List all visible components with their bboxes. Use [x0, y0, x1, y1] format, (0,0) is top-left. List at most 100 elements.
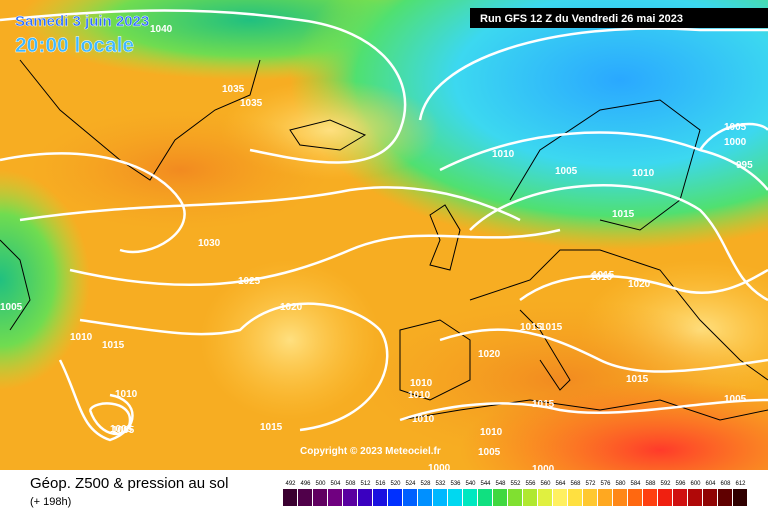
colorbar-label: 544 [480, 481, 491, 487]
colorbar-swatch [328, 489, 342, 506]
colorbar-label: 524 [405, 481, 416, 487]
isobar-label: 1005 [0, 302, 23, 313]
colorbar-swatch [523, 489, 537, 506]
colorbar-swatch [703, 489, 717, 506]
colorbar-label: 532 [435, 481, 446, 487]
isobar-label: 1040 [150, 24, 173, 35]
isobar-label: 1005 [555, 166, 578, 177]
isobar-label: 1010 [408, 390, 431, 401]
colorbar-label: 588 [645, 481, 656, 487]
colorbar-swatch [673, 489, 687, 506]
isobar-label: 1015 [540, 322, 563, 333]
copyright: Copyright © 2023 Meteociel.fr [300, 446, 441, 457]
isobar-label: 1015 [102, 340, 125, 351]
colorbar-swatch [448, 489, 462, 506]
colorbar-label: 592 [660, 481, 671, 487]
isobar-label: 1005 [112, 425, 135, 436]
colorbar-label: 612 [735, 481, 746, 487]
colorbar-swatch [403, 489, 417, 506]
colorbar-label: 508 [345, 481, 356, 487]
colorbar-label: 516 [375, 481, 386, 487]
colorbar-swatch [538, 489, 552, 506]
isobar-label: 1020 [628, 279, 651, 290]
colorbar-swatch [598, 489, 612, 506]
isobar-label: 1020 [478, 349, 501, 360]
isobar-label: 1010 [410, 378, 433, 389]
isobar-label: 1035 [240, 98, 263, 109]
run: Run GFS 12 Z du Vendredi 26 mai 2023 [480, 13, 683, 25]
colorbar-label: 500 [315, 481, 326, 487]
colorbar-swatch [358, 489, 372, 506]
isobar-label: 1030 [198, 238, 221, 249]
colorbar-swatch [313, 489, 327, 506]
run-box [470, 8, 768, 28]
time: 20:00 locale [15, 34, 134, 57]
colorbar-swatch [433, 489, 447, 506]
colorbar-swatch [463, 489, 477, 506]
isobar-label: 1000 [532, 464, 555, 475]
isobar-label: 1015 [612, 209, 635, 220]
colorbar-label: 608 [720, 481, 731, 487]
colorbar-swatch [508, 489, 522, 506]
isobar-label: 1000 [428, 463, 451, 474]
isobar-label: 1010 [492, 149, 515, 160]
isobars [0, 9, 768, 442]
colorbar-swatch [733, 489, 747, 506]
isobar-label: 1010 [115, 389, 138, 400]
colorbar-swatch [283, 489, 297, 506]
colorbar-label: 556 [525, 481, 536, 487]
isobar-label: 1010 [590, 272, 613, 283]
isobar-label: 1005 [724, 394, 747, 405]
colorbar-label: 540 [465, 481, 476, 487]
colorbar-label: 520 [390, 481, 401, 487]
coastlines [0, 59, 768, 421]
isobar-label: 1015 [626, 374, 649, 385]
colorbar-label: 576 [600, 481, 611, 487]
colorbar-swatch [568, 489, 582, 506]
colorbar-swatch [688, 489, 702, 506]
isobar-label: 1015 [520, 322, 543, 333]
colorbar-label: 536 [450, 481, 461, 487]
colorbar-swatch [343, 489, 357, 506]
isobar-label: 1010 [480, 427, 503, 438]
colorbar-label: 580 [615, 481, 626, 487]
isobar-label: 1025 [238, 276, 261, 287]
colorbar-swatch [298, 489, 312, 506]
colorbar-swatch [388, 489, 402, 506]
colorbar-label: 512 [360, 481, 371, 487]
colorbar-label: 504 [330, 481, 341, 487]
colorbar-swatch [493, 489, 507, 506]
colorbar-label: 492 [285, 481, 296, 487]
isobar-label: 1010 [412, 414, 435, 425]
colorbar-swatch [613, 489, 627, 506]
colorbar-label: 596 [675, 481, 686, 487]
colorbar-swatch [478, 489, 492, 506]
isobar-label: 1035 [222, 84, 245, 95]
colorbar-label: 600 [690, 481, 701, 487]
colorbar-label: 584 [630, 481, 641, 487]
isobar-label: 1005 [110, 424, 133, 435]
colorbar-label: 548 [495, 481, 506, 487]
colorbar-label: 560 [540, 481, 551, 487]
isobar-label: 1010 [70, 332, 93, 343]
colorbar-label: 496 [300, 481, 311, 487]
isobar-label: 1005 [724, 122, 747, 133]
colorbar-swatch [418, 489, 432, 506]
colorbar-swatch [373, 489, 387, 506]
colorbar-swatch [583, 489, 597, 506]
colorbar-swatch [628, 489, 642, 506]
colorbar-swatch [643, 489, 657, 506]
date: Samedi 3 juin 2023 [15, 13, 149, 30]
colorbar-label: 528 [420, 481, 431, 487]
lead-time: (+ 198h) [30, 496, 71, 508]
colorbar-label: 604 [705, 481, 716, 487]
isobar-label: 1020 [280, 302, 303, 313]
colorbar-swatch [658, 489, 672, 506]
isobar-label: 1010 [632, 168, 655, 179]
isobar-label: 1015 [532, 399, 555, 410]
colorbar-swatch [718, 489, 732, 506]
colorbar-swatch [553, 489, 567, 506]
colorbar-label: 564 [555, 481, 566, 487]
isobar-label: 1000 [724, 137, 747, 148]
